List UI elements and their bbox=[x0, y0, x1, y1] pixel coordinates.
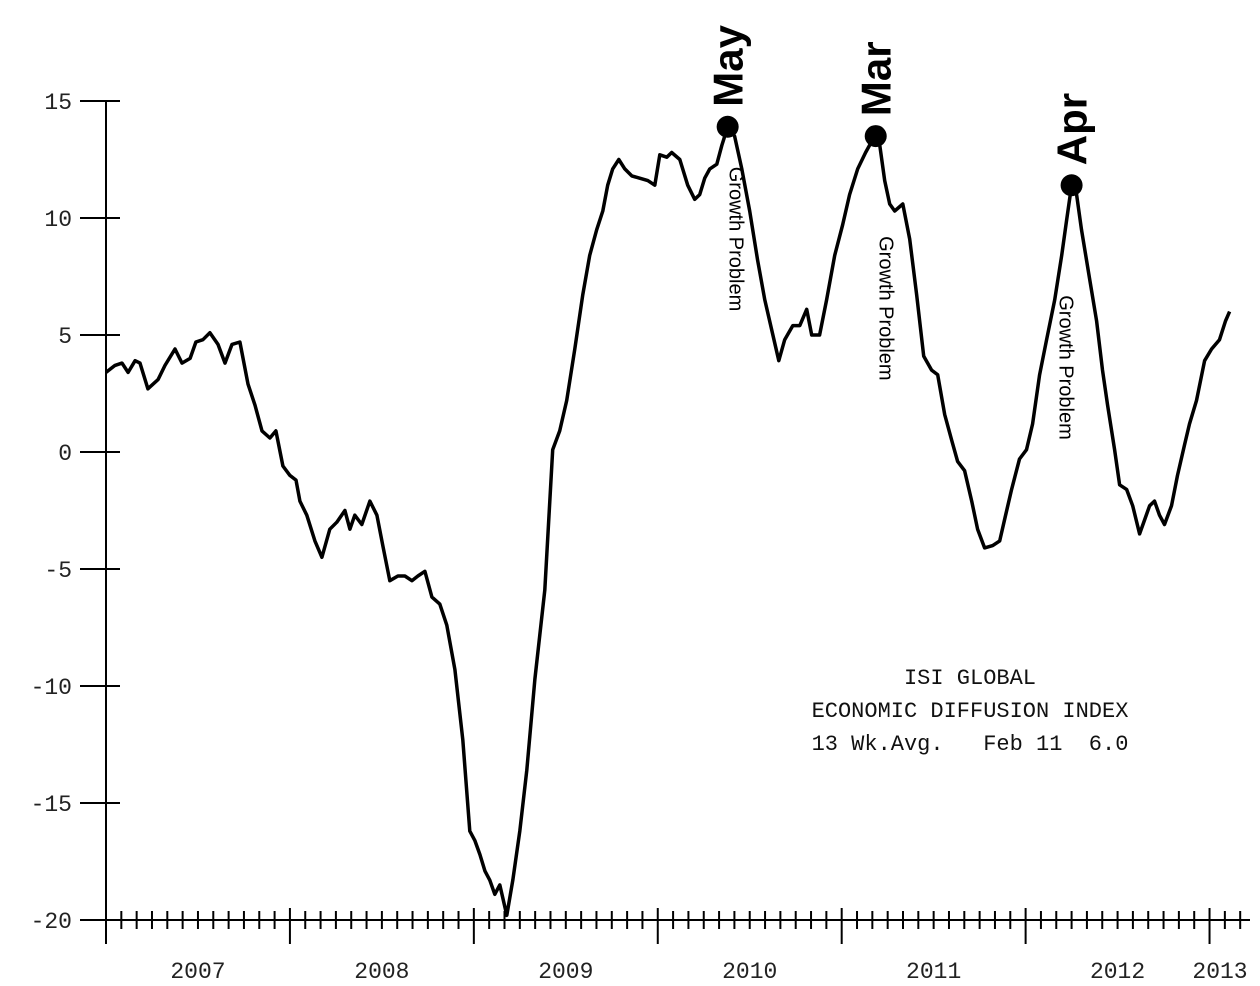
y-tick-label: 15 bbox=[44, 90, 72, 116]
growth-problem-label: Growth Problem bbox=[875, 236, 897, 381]
y-tick-label: -5 bbox=[44, 558, 72, 584]
data-line bbox=[104, 124, 1232, 918]
x-tick-label: 2009 bbox=[538, 959, 593, 985]
x-tick-label: 2008 bbox=[354, 959, 409, 985]
index-note: 13 Wk.Avg. Feb 11 6.0 bbox=[812, 732, 1129, 757]
peak-marker bbox=[1060, 174, 1083, 197]
index-note: ISI GLOBAL bbox=[904, 666, 1036, 691]
y-tick-label: 10 bbox=[44, 207, 72, 233]
peak-marker bbox=[716, 115, 739, 138]
peak-label: Mar bbox=[853, 41, 900, 116]
peak-label: May bbox=[705, 24, 752, 106]
y-tick-label: 5 bbox=[58, 324, 72, 350]
x-tick-label: 2012 bbox=[1090, 959, 1145, 985]
x-tick-label: 2010 bbox=[722, 959, 777, 985]
peak-marker bbox=[864, 125, 887, 148]
index-note: ECONOMIC DIFFUSION INDEX bbox=[812, 699, 1129, 724]
y-tick-label: -10 bbox=[31, 675, 72, 701]
x-tick-label: 2013 bbox=[1192, 959, 1247, 985]
y-tick-label: 0 bbox=[58, 441, 72, 467]
growth-problem-label: Growth Problem bbox=[1055, 295, 1077, 440]
peak-label: Apr bbox=[1049, 93, 1096, 165]
y-tick-label: -15 bbox=[31, 792, 72, 818]
x-tick-label: 2011 bbox=[906, 959, 961, 985]
growth-problem-label: Growth Problem bbox=[725, 167, 747, 311]
x-tick-label: 2007 bbox=[170, 959, 225, 985]
y-tick-label: -20 bbox=[31, 909, 72, 935]
